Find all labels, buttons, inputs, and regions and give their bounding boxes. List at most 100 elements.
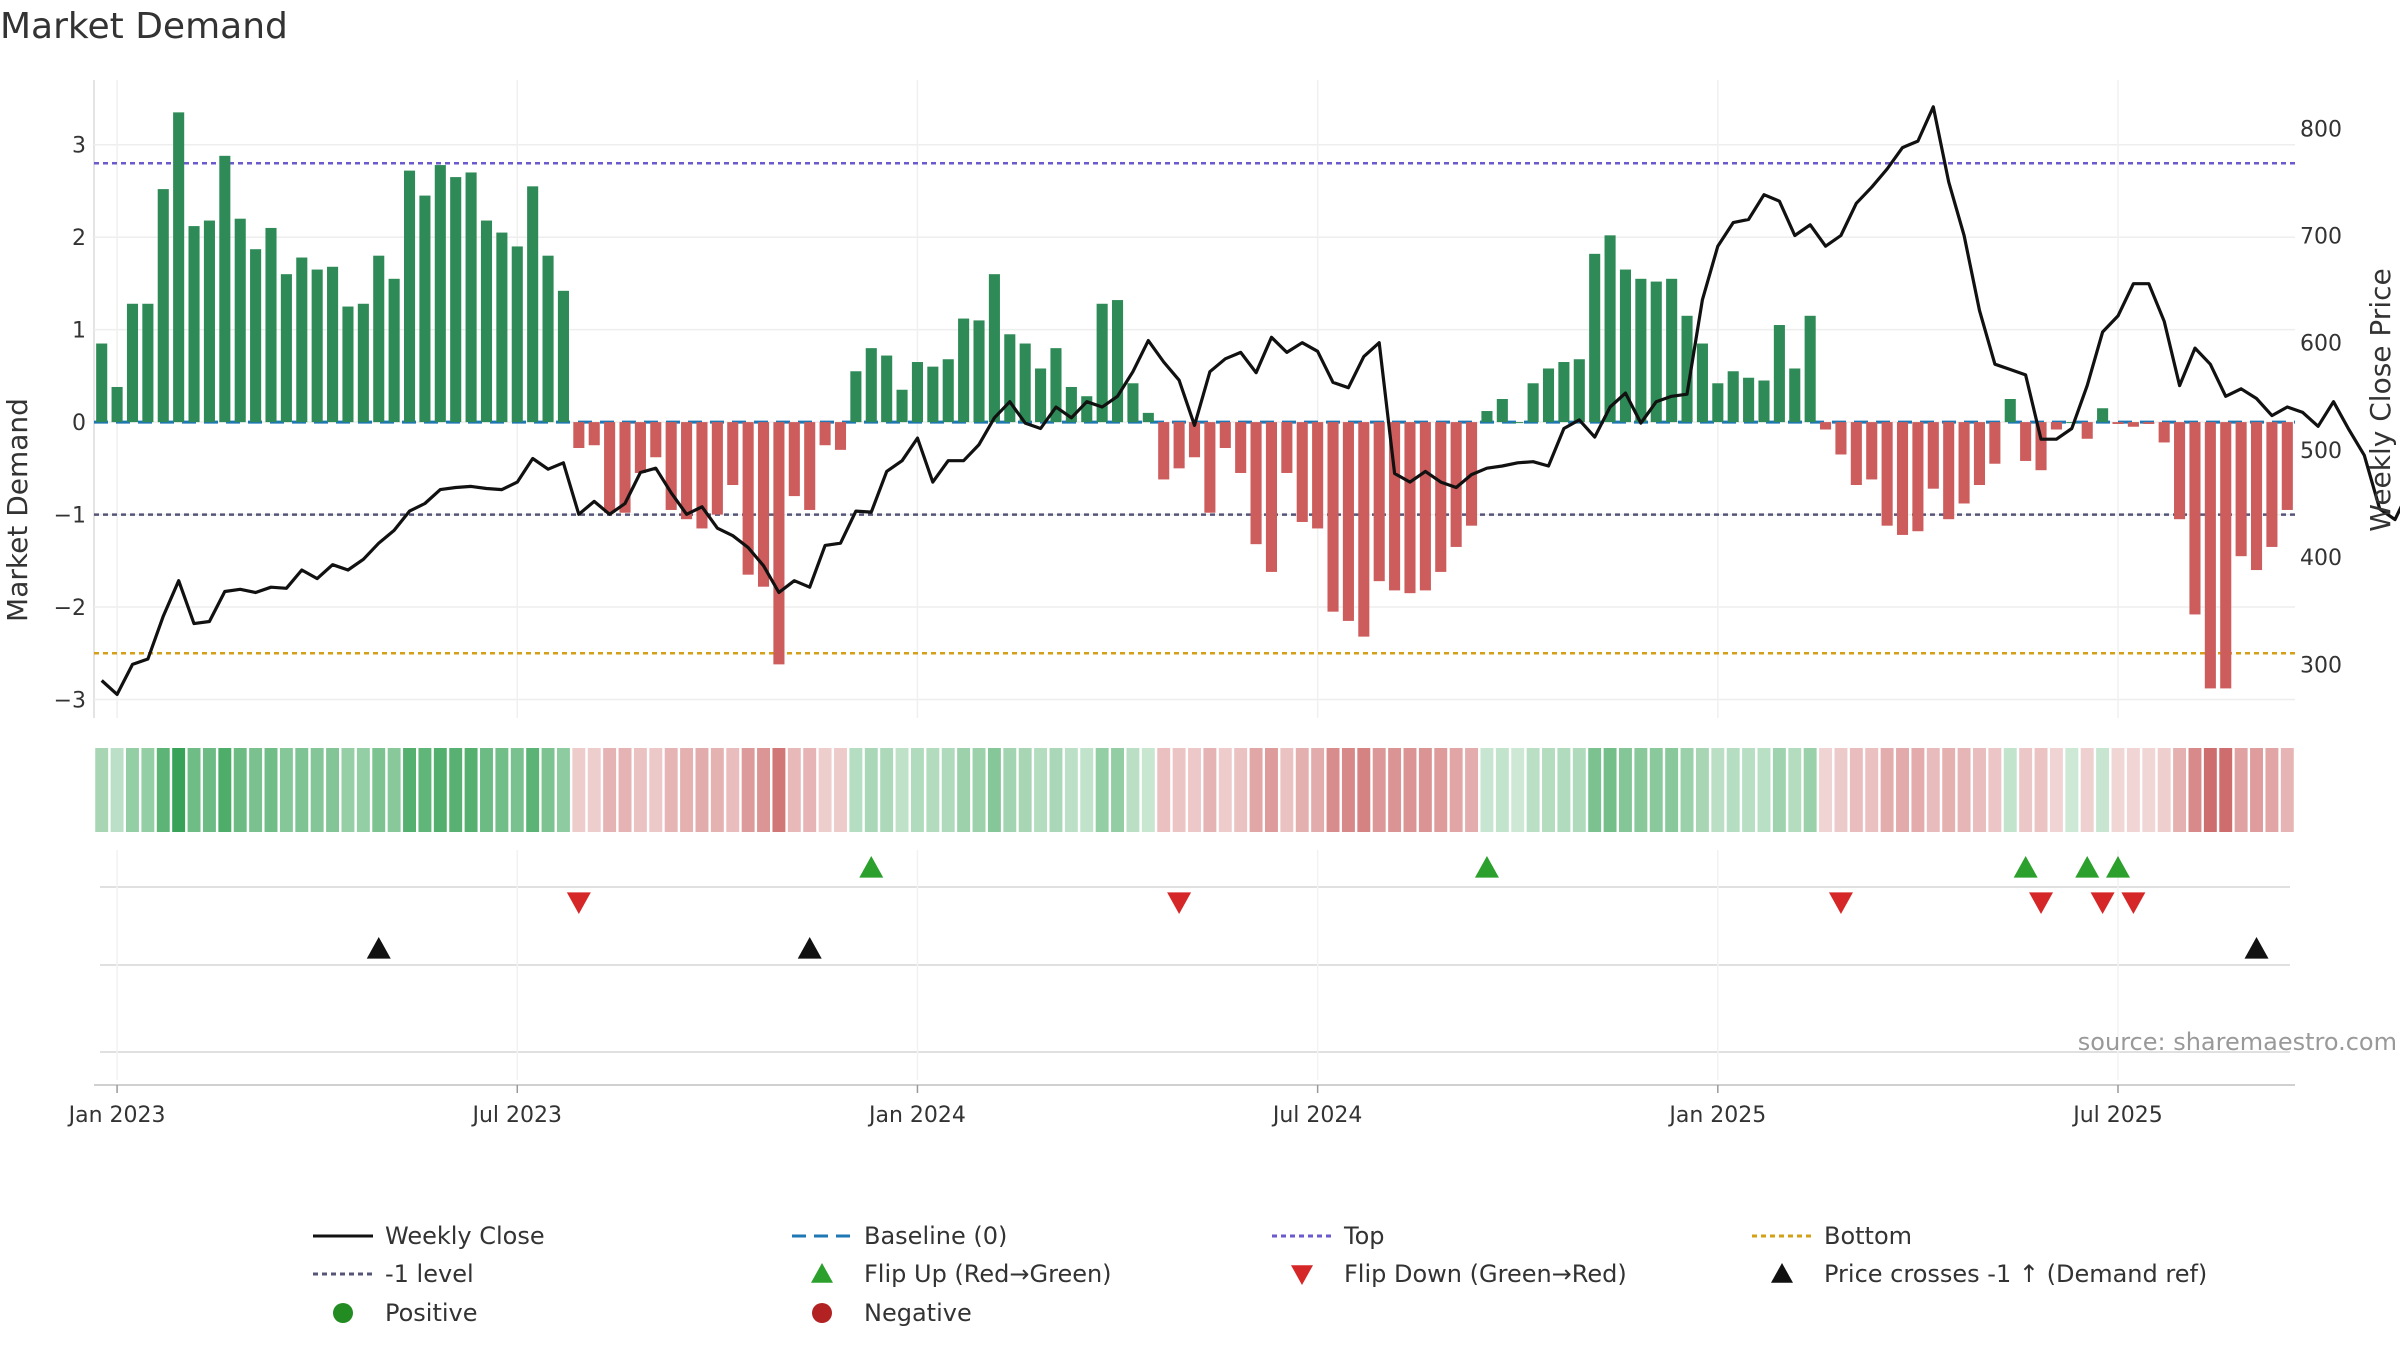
strip-cell	[418, 748, 432, 832]
demand-bar	[1265, 422, 1277, 572]
strip-cell	[341, 748, 355, 832]
strip-cell	[1157, 748, 1171, 832]
chart-title: Market Demand	[0, 6, 288, 47]
demand-bar	[2066, 422, 2078, 424]
demand-bar	[1681, 315, 1693, 423]
strip-cell	[1819, 748, 1833, 832]
strip-cell	[1280, 748, 1294, 832]
y-tick-label: 3	[72, 134, 86, 159]
legend-label: Weekly Close	[385, 1222, 545, 1250]
strip-cell	[1695, 748, 1709, 832]
demand-bar	[1481, 411, 1493, 423]
strip-cell	[172, 748, 186, 832]
demand-bar	[2097, 408, 2109, 423]
strip-cell	[2096, 748, 2110, 832]
strip-cell	[2250, 748, 2263, 832]
source-label: source: sharemaestro.com	[2078, 1028, 2397, 1056]
demand-bar	[2204, 422, 2216, 689]
demand-bar	[1619, 269, 1632, 423]
demand-bar	[2081, 422, 2093, 439]
weekly-close-polyline	[100, 105, 2400, 697]
strip-cell	[864, 748, 878, 832]
demand-bar	[1188, 422, 1201, 458]
strip-cell	[1649, 748, 1663, 832]
strip-cell	[1803, 748, 1817, 832]
demand-bar	[1666, 278, 1678, 423]
demand-bar	[1050, 348, 1062, 423]
strip-cell	[1588, 748, 1602, 832]
demand-bar	[1758, 380, 1770, 423]
strip-cell	[2019, 748, 2033, 832]
demand-bar	[988, 274, 1000, 423]
strip-cell	[1742, 748, 1756, 832]
strip-cell	[2203, 748, 2217, 832]
demand-bar	[203, 220, 215, 423]
demand-bar	[1204, 422, 1216, 513]
strip-cell	[910, 748, 924, 832]
demand-bar	[1019, 343, 1031, 423]
legend-flip-up: Flip Up (Red→Green)	[811, 1260, 1112, 1288]
demand-bar	[2220, 422, 2232, 689]
strip-cell	[1126, 748, 1140, 832]
strip-cell	[1172, 748, 1186, 832]
demand-bar	[1727, 371, 1739, 423]
strip-cell	[1788, 748, 1802, 832]
strip-cell	[695, 748, 709, 832]
right-axis-ticks: 800 700 600 500 400 300	[2300, 117, 2342, 678]
demand-bar	[465, 172, 477, 423]
strip-cell	[1942, 748, 1956, 832]
strip-cell	[233, 748, 247, 832]
demand-bar	[773, 422, 785, 665]
flip-up-marker	[2105, 856, 2130, 878]
demand-bar	[373, 255, 385, 423]
demand-bar	[834, 422, 847, 450]
demand-bar	[142, 303, 154, 423]
strip-cell	[449, 748, 463, 832]
flip-up-marker	[2013, 856, 2038, 878]
demand-bar	[973, 320, 985, 423]
demand-bar	[2266, 422, 2278, 547]
strip-cell	[1449, 748, 1463, 832]
strip-cell	[603, 748, 617, 832]
demand-bar	[357, 303, 369, 423]
strip-cell	[541, 748, 555, 832]
demand-bar	[1312, 422, 1324, 529]
strip-cell	[772, 748, 786, 832]
demand-bar	[188, 226, 200, 423]
legend-flip-down: Flip Down (Green→Red)	[1291, 1260, 1627, 1288]
demand-bar	[527, 186, 539, 423]
demand-bar	[1250, 422, 1262, 545]
legend-positive: Positive	[333, 1299, 478, 1327]
strip-cell	[110, 748, 124, 832]
demand-bar	[1696, 343, 1708, 423]
demand-bar	[1650, 281, 1662, 423]
strip-cell	[1064, 748, 1078, 832]
flip-up-marker	[1474, 856, 1499, 878]
strip-cell	[526, 748, 540, 832]
legend-negative: Negative	[812, 1299, 972, 1327]
demand-bar	[665, 422, 677, 510]
demand-bar	[2235, 422, 2247, 557]
demand-bar	[1712, 383, 1724, 423]
strip-cell	[1757, 748, 1771, 832]
y-tick-label: 0	[72, 411, 86, 436]
strip-cell	[572, 748, 586, 832]
demand-bar	[1573, 359, 1585, 423]
strip-cell	[310, 748, 324, 832]
demand-bar	[1527, 383, 1539, 423]
legend-weekly-close: Weekly Close	[313, 1222, 545, 1250]
strip-cell	[834, 748, 847, 832]
x-tick-label: Jan 2024	[867, 1103, 966, 1128]
strip-cell	[1834, 748, 1848, 832]
flip-up-marker	[859, 856, 884, 878]
strip-cell	[664, 748, 678, 832]
demand-bar	[342, 306, 354, 423]
y2-tick-label: 500	[2300, 439, 2342, 464]
demand-bar	[1142, 412, 1154, 423]
demand-bar	[111, 386, 123, 423]
x-tick-label: Jan 2025	[1667, 1103, 1766, 1128]
demand-bar	[234, 218, 246, 423]
flip-up-marker	[2075, 856, 2100, 878]
demand-bar	[1773, 325, 1785, 423]
demand-bar	[1604, 235, 1616, 423]
